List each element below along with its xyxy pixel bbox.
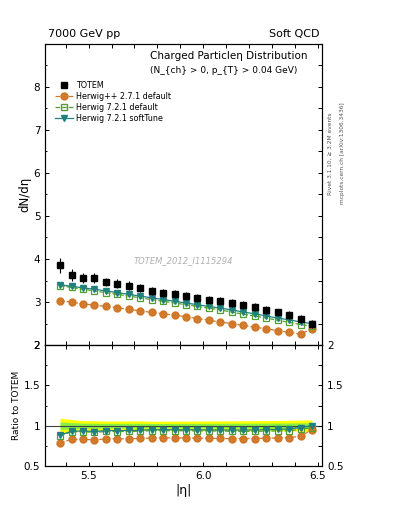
Text: Soft QCD: Soft QCD [269, 29, 320, 39]
Text: mcplots.cern.ch [arXiv:1306.3436]: mcplots.cern.ch [arXiv:1306.3436] [340, 103, 345, 204]
Y-axis label: dN/dη: dN/dη [18, 177, 31, 212]
Text: Charged Particleη Distribution: Charged Particleη Distribution [151, 51, 308, 61]
Text: 7000 GeV pp: 7000 GeV pp [48, 29, 120, 39]
X-axis label: |η|: |η| [176, 483, 192, 497]
Text: Rivet 3.1.10, ≥ 3.2M events: Rivet 3.1.10, ≥ 3.2M events [328, 112, 333, 195]
Text: TOTEM_2012_I1115294: TOTEM_2012_I1115294 [134, 256, 233, 265]
Legend: TOTEM, Herwig++ 2.7.1 default, Herwig 7.2.1 default, Herwig 7.2.1 softTune: TOTEM, Herwig++ 2.7.1 default, Herwig 7.… [52, 78, 174, 126]
Text: (N_{ch} > 0, p_{T} > 0.04 GeV): (N_{ch} > 0, p_{T} > 0.04 GeV) [151, 66, 298, 75]
Y-axis label: Ratio to TOTEM: Ratio to TOTEM [12, 371, 21, 440]
